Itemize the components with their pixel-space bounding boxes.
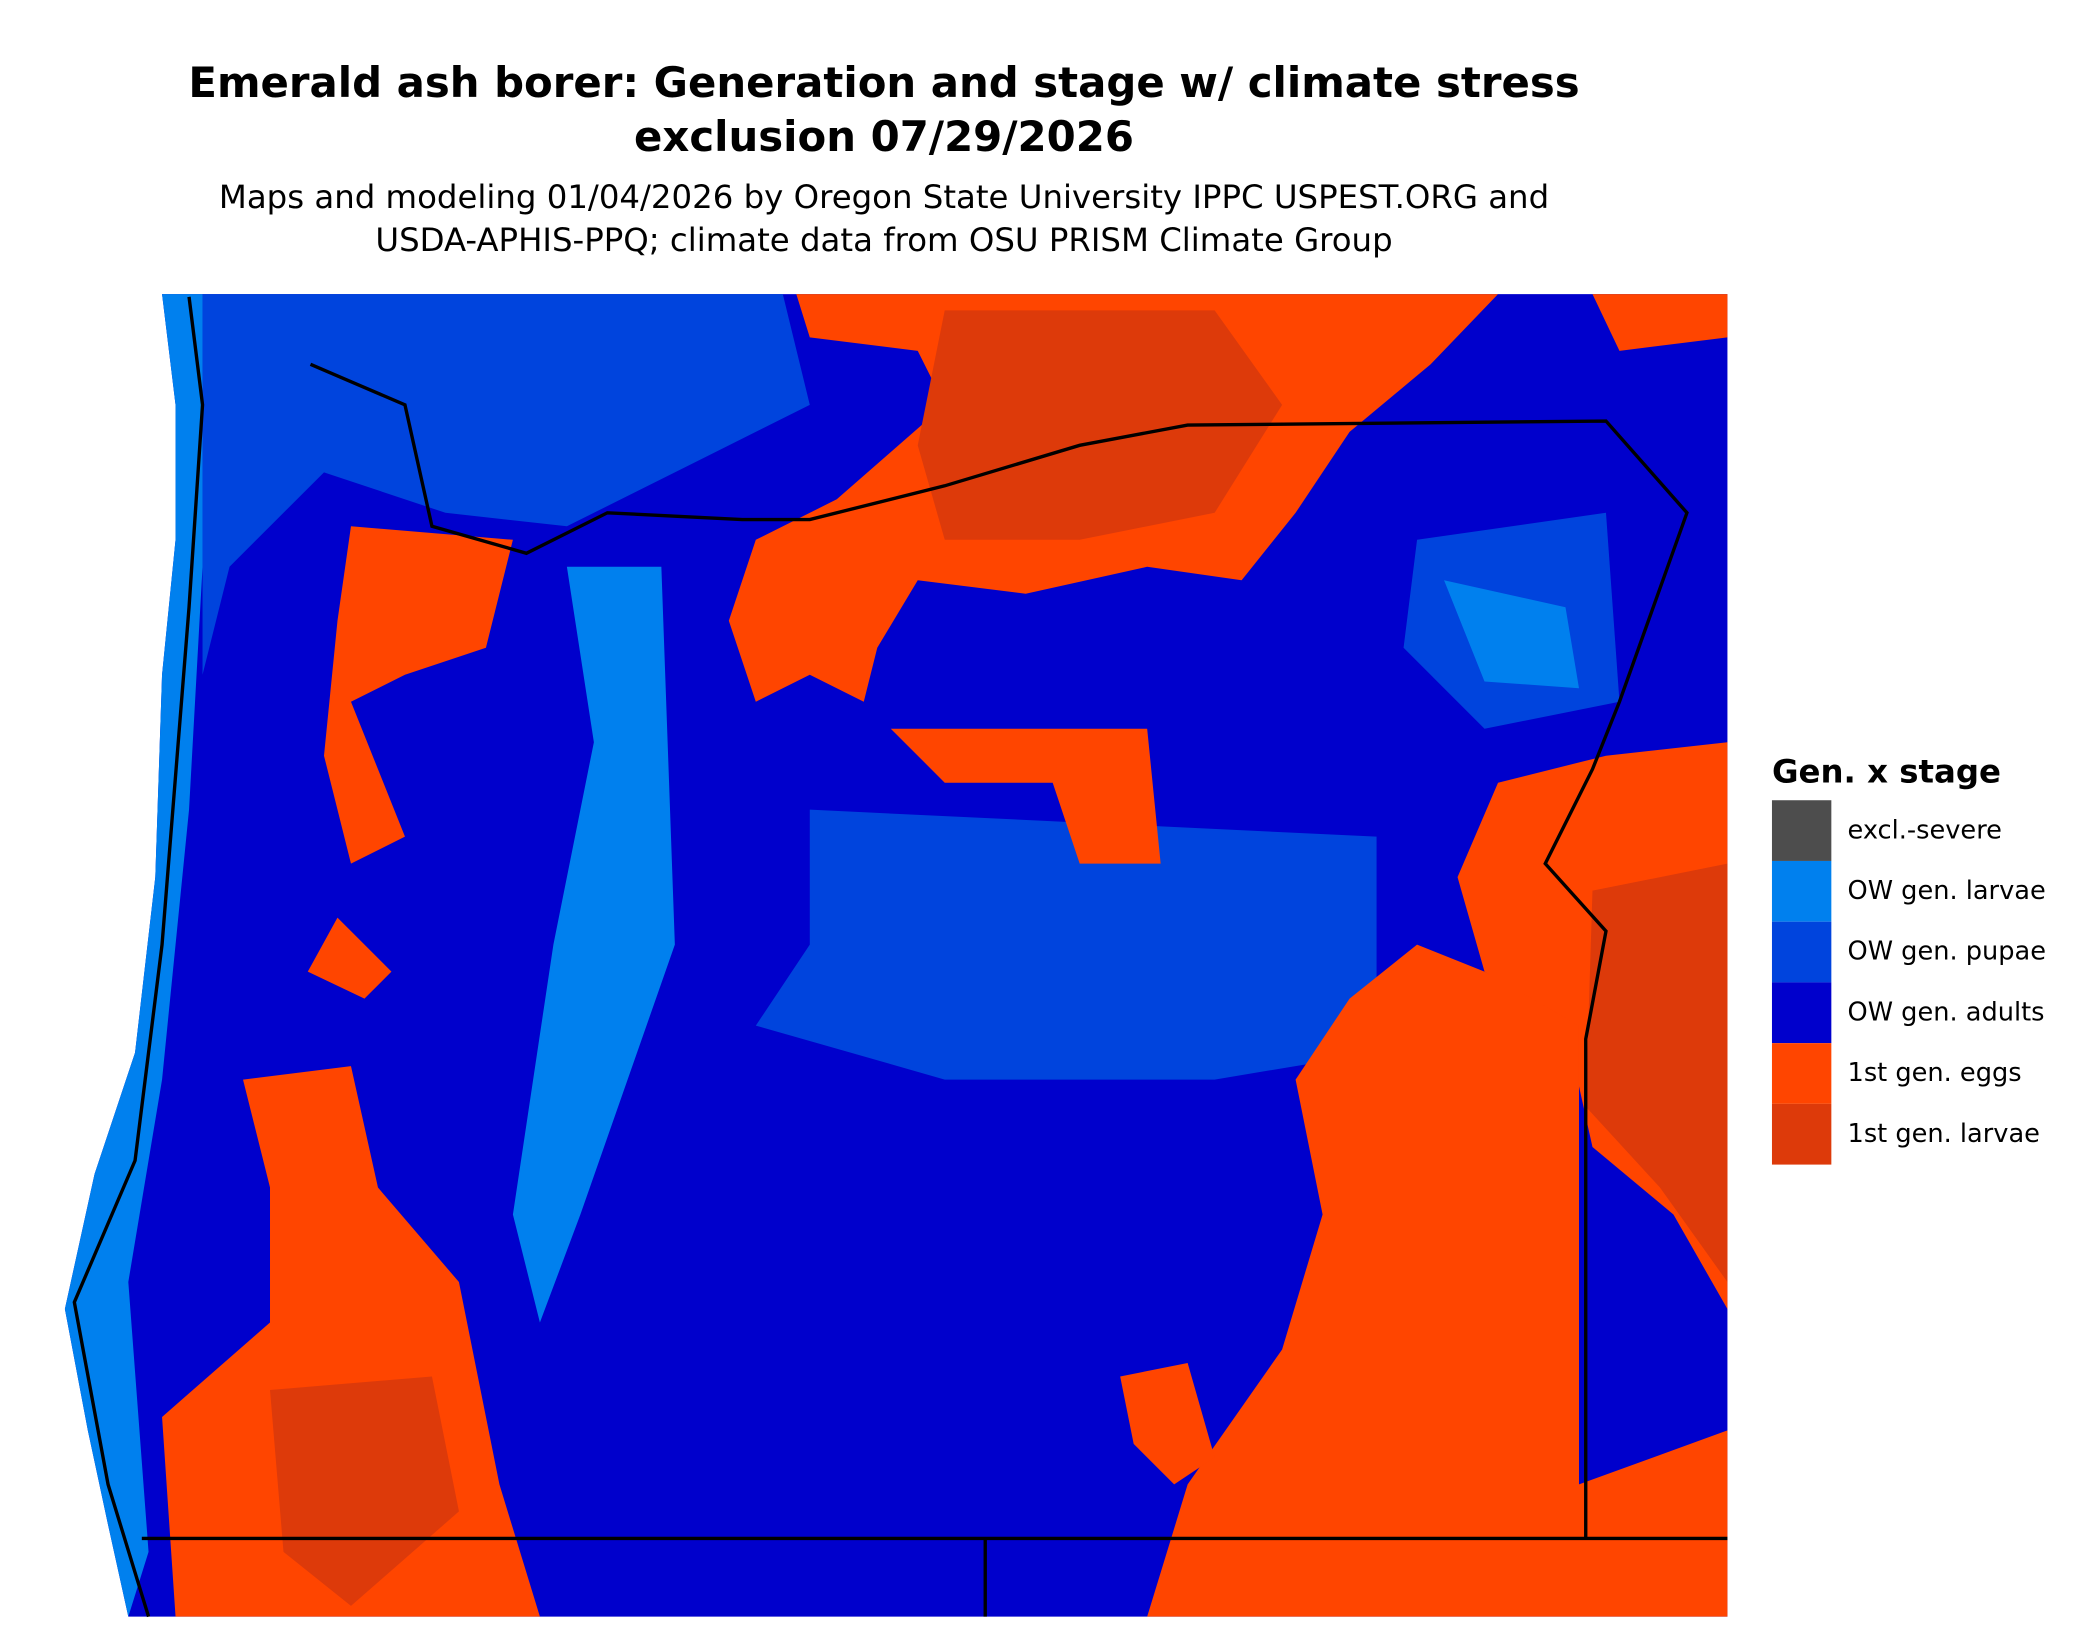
region (307, 917, 392, 999)
title-line: exclusion 07/29/2026 (634, 112, 1134, 161)
legend-label: excl.-severe (1848, 815, 2002, 845)
legend-label: OW gen. larvae (1848, 876, 2046, 906)
region (917, 310, 1283, 540)
legend-swatch (1771, 1103, 1832, 1165)
map (64, 294, 1728, 1618)
coastline (72, 296, 205, 1618)
region (1147, 944, 1728, 1617)
legend-swatch (1771, 921, 1832, 983)
legend-label: OW gen. adults (1848, 997, 2045, 1027)
region (270, 1376, 459, 1606)
legend-swatch (1771, 982, 1832, 1044)
legend-swatch (1771, 860, 1832, 922)
region (202, 294, 810, 675)
legend-label: OW gen. pupae (1848, 937, 2046, 967)
legend-title: Gen. x stage (1772, 753, 2001, 791)
region (1592, 294, 1728, 351)
region (755, 809, 1377, 1080)
region (512, 566, 675, 1323)
legend: Gen. x stage excl.-severe OW gen. larvae O… (1771, 753, 2046, 1165)
region (890, 728, 1161, 864)
title-line: Emerald ash borer: Generation and stage … (188, 58, 1579, 107)
legend-label: 1st gen. eggs (1848, 1058, 2022, 1088)
legend-swatch (1771, 1043, 1832, 1104)
legend-label: 1st gen. larvae (1848, 1119, 2040, 1149)
legend-swatch (1771, 800, 1832, 861)
coast-region (64, 294, 203, 1617)
subtitle-line: Maps and modeling 01/04/2026 by Oregon S… (219, 178, 1549, 216)
region (1585, 863, 1728, 1282)
region (323, 526, 513, 864)
subtitle-line: USDA-APHIS-PPQ; climate data from OSU PR… (375, 221, 1392, 259)
region (1444, 580, 1579, 689)
state-border (309, 362, 1689, 1539)
state-border (141, 1536, 1728, 1617)
